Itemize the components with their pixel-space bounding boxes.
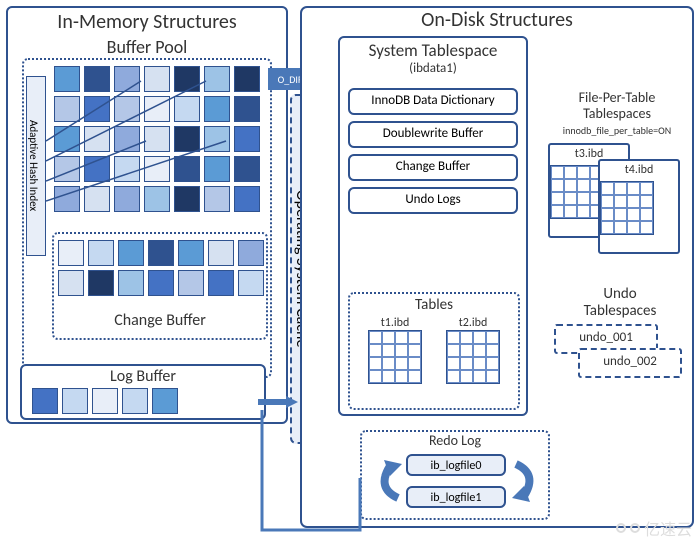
redo-log-title: Redo Log — [362, 432, 548, 449]
grid-cell — [62, 388, 88, 414]
file-per-table: File-Per-Table Tablespaces innodb_file_p… — [542, 90, 692, 270]
in-memory-title: In-Memory Structures — [8, 8, 286, 38]
grid-cell — [238, 270, 264, 296]
tablespace-item: InnoDB Data Dictionary — [348, 88, 518, 115]
change-buffer-grid — [58, 240, 264, 296]
file-t4-label: t4.ibd — [600, 161, 678, 177]
file-t4: t4.ibd — [598, 159, 680, 254]
file-per-table-subtitle: innodb_file_per_table=ON — [542, 124, 692, 137]
undo-tablespaces-title: Undo Tablespaces — [570, 286, 670, 319]
system-tablespace-subtitle: (ibdata1) — [340, 61, 526, 76]
log-buffer-box: Log Buffer — [20, 364, 266, 420]
bottom-connector — [260, 408, 370, 538]
grid-cell — [178, 270, 204, 296]
table-t1-label: t1.ibd — [368, 316, 422, 330]
adaptive-hash-index-label: Adaptive Hash Index — [27, 77, 40, 255]
grid-cell — [58, 270, 84, 296]
buffer-pool-wrapper: Buffer Pool Adaptive Hash Index Change B… — [16, 36, 278, 316]
arrow-logbuf-to-oscache — [258, 396, 298, 408]
tables-title: Tables — [350, 294, 518, 314]
grid-cell — [178, 240, 204, 266]
grid-cell — [152, 388, 178, 414]
log-buffer-grid — [32, 388, 178, 414]
grid-cell — [118, 270, 144, 296]
file-per-table-title: File-Per-Table Tablespaces — [562, 90, 672, 122]
tablespace-item: Doublewrite Buffer — [348, 121, 518, 148]
tablespace-item: Undo Logs — [348, 187, 518, 214]
grid-cell — [122, 388, 148, 414]
undo-002: undo_002 — [578, 348, 682, 378]
change-buffer-box: Change Buffer — [52, 232, 268, 340]
table-t1: t1.ibd — [368, 316, 422, 384]
grid-cell — [148, 240, 174, 266]
redo-log: Redo Log ib_logfile0 ib_logfile1 — [360, 430, 550, 520]
table-t2-label: t2.ibd — [446, 316, 500, 330]
grid-cell — [58, 240, 84, 266]
grid-cell — [88, 240, 114, 266]
buffer-pool-title: Buffer Pool — [16, 36, 278, 58]
in-memory-structures: In-Memory Structures Buffer Pool Adaptiv… — [6, 6, 288, 424]
system-tablespace-items: InnoDB Data Dictionary Doublewrite Buffer… — [340, 76, 526, 226]
on-disk-title: On-Disk Structures — [300, 8, 694, 32]
grid-cell — [238, 240, 264, 266]
watermark: 亿速云 — [616, 516, 692, 540]
grid-cell — [208, 270, 234, 296]
table-t2: t2.ibd — [446, 316, 500, 384]
log-buffer-title: Log Buffer — [22, 366, 264, 386]
grid-cell — [118, 240, 144, 266]
tablespace-item: Change Buffer — [348, 154, 518, 181]
buffer-pool-links — [46, 66, 266, 226]
undo-tablespaces: Undo Tablespaces undo_001 undo_002 — [552, 286, 688, 406]
tables-box: Tables t1.ibd t2.ibd — [348, 292, 520, 410]
undo-002-label: undo_002 — [580, 350, 680, 369]
grid-cell — [88, 270, 114, 296]
grid-cell — [208, 240, 234, 266]
adaptive-hash-index: Adaptive Hash Index — [26, 76, 46, 256]
grid-cell — [148, 270, 174, 296]
system-tablespace: System Tablespace (ibdata1) InnoDB Data … — [338, 36, 528, 416]
grid-cell — [92, 388, 118, 414]
undo-001-label: undo_001 — [556, 326, 656, 345]
redo-cycle-arrows — [368, 450, 546, 512]
grid-cell — [32, 388, 58, 414]
watermark-text: 亿速云 — [644, 516, 692, 540]
system-tablespace-title: System Tablespace — [340, 38, 526, 61]
change-buffer-title: Change Buffer — [54, 311, 266, 330]
